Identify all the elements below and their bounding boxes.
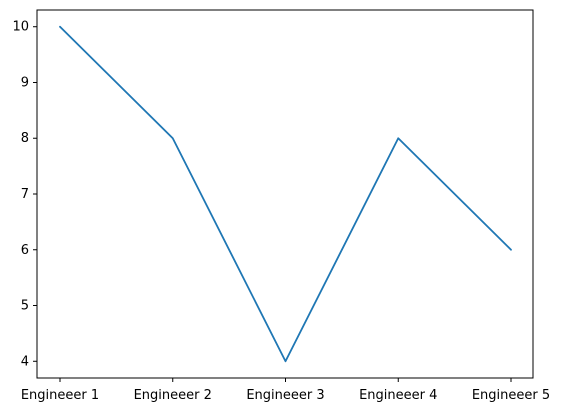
y-tick-label: 6	[21, 243, 29, 258]
y-tick-label: 10	[12, 20, 29, 35]
y-axis: 4 5 6 7 8 9 10	[12, 20, 37, 369]
y-tick-label: 9	[21, 75, 29, 90]
x-tick-label: Engineeer 3	[246, 388, 324, 403]
axes-frame	[36, 9, 534, 379]
series-layer	[59, 25, 512, 363]
y-tick-label: 4	[21, 354, 29, 369]
y-tick-label: 8	[21, 131, 29, 146]
y-tick-label: 7	[21, 187, 29, 202]
y-tick-label: 5	[21, 299, 29, 314]
x-tick-label: Engineeer 1	[21, 388, 99, 403]
x-axis: Engineeer 1 Engineeer 2 Engineeer 3 Enginee…	[21, 378, 550, 403]
x-tick-label: Engineeer 4	[359, 388, 437, 403]
x-tick-label: Engineeer 2	[134, 388, 212, 403]
x-tick-label: Engineeer 5	[472, 388, 550, 403]
series-line	[59, 25, 512, 363]
plot-area: Engineeer 1 Engineeer 2 Engineeer 3 Enginee…	[12, 9, 550, 403]
